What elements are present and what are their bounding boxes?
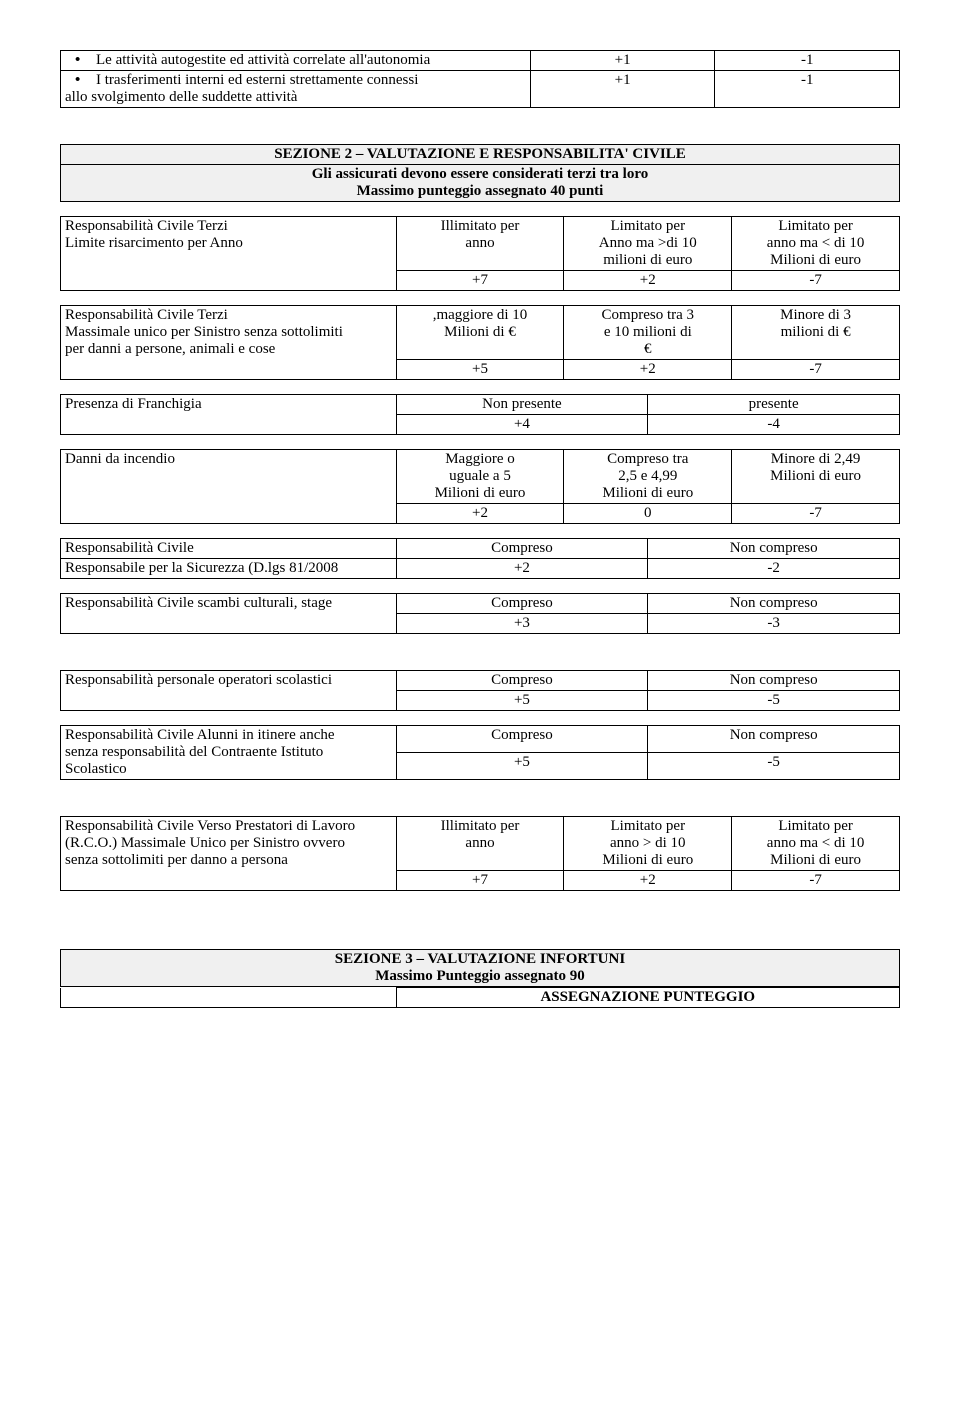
cell: Compreso tra 3e 10 milioni di€ [564,306,732,360]
top-table: Le attività autogestite ed attività corr… [60,50,900,108]
cell: +5 [396,753,648,780]
cell: +3 [396,614,648,634]
cell: Compreso tra2,5 e 4,99Milioni di euro [564,450,732,504]
cell: Compreso [396,671,648,691]
row-label: Responsabilità personale operatori scola… [61,671,397,711]
table-operatori: Responsabilità personale operatori scola… [60,670,900,711]
section-line2: Massimo punteggio assegnato 40 punti [357,183,604,199]
cell: 0 [564,504,732,524]
cell: +2 [396,559,648,579]
row-label: Responsabilità Civile TerziMassimale uni… [61,306,397,380]
cell: ,maggiore di 10Milioni di € [396,306,564,360]
table-rct1: Responsabilità Civile TerziLimite risarc… [60,216,900,291]
row-label: Presenza di Franchigia [61,395,397,435]
row-label: Danni da incendio [61,450,397,524]
table-franchigia: Presenza di Franchigia Non presente pres… [60,394,900,435]
cell: -7 [732,360,900,380]
cell: +7 [396,871,564,891]
cell: -2 [648,559,900,579]
cell: Non presente [396,395,648,415]
cell: +1 [530,51,715,71]
row-label-cont: allo svolgimento delle suddette attività [65,89,297,105]
row-label: I trasferimenti interni ed esterni stret… [65,72,418,88]
cell: +5 [396,360,564,380]
cell: Compreso [396,726,648,753]
row-label: Le attività autogestite ed attività corr… [65,52,430,68]
cell: Compreso [396,594,648,614]
row-label: Responsabile per la Sicurezza (D.lgs 81/… [61,559,397,579]
section-line1: Gli assicurati devono essere considerati… [312,166,648,182]
cell: -5 [648,691,900,711]
cell: -7 [732,871,900,891]
cell: +1 [530,71,715,108]
row-label: Responsabilità Civile scambi culturali, … [61,594,397,634]
table-rct2: Responsabilità Civile TerziMassimale uni… [60,305,900,380]
cell: Non compreso [648,594,900,614]
section3-title: SEZIONE 3 – VALUTAZIONE INFORTUNI [335,951,625,967]
section-title: SEZIONE 2 – VALUTAZIONE E RESPONSABILITA… [61,145,900,165]
empty-cell [61,988,397,1008]
cell: +2 [396,504,564,524]
cell: presente [648,395,900,415]
table-rco: Responsabilità Civile Verso Prestatori d… [60,816,900,891]
table-scambi: Responsabilità Civile scambi culturali, … [60,593,900,634]
cell: Limitato peranno ma < di 10Milioni di eu… [732,817,900,871]
section3-sub: Massimo Punteggio assegnato 90 [375,968,585,984]
section2-header: SEZIONE 2 – VALUTAZIONE E RESPONSABILITA… [60,144,900,202]
cell: +7 [396,271,564,291]
cell: Minore di 2,49Milioni di euro [732,450,900,504]
row-label: Responsabilità Civile Alunni in itinere … [61,726,397,780]
row-label: Responsabilità Civile TerziLimite risarc… [61,217,397,291]
table-danni: Danni da incendio Maggiore ouguale a 5Mi… [60,449,900,524]
cell: Illimitato peranno [396,817,564,871]
cell: Minore di 3milioni di € [732,306,900,360]
cell: Maggiore ouguale a 5Milioni di euro [396,450,564,504]
cell: +2 [564,271,732,291]
cell: -1 [715,51,900,71]
section3-header: SEZIONE 3 – VALUTAZIONE INFORTUNI Massim… [60,949,900,987]
cell: -5 [648,753,900,780]
cell: +2 [564,871,732,891]
cell: Non compreso [648,726,900,753]
cell: Illimitato peranno [396,217,564,271]
cell: Limitato peranno ma < di 10Milioni di eu… [732,217,900,271]
row-label: Responsabilità Civile Verso Prestatori d… [61,817,397,891]
cell: Non compreso [648,539,900,559]
cell: -3 [648,614,900,634]
cell: +5 [396,691,648,711]
cell: -1 [715,71,900,108]
cell: +4 [396,415,648,435]
cell: -4 [648,415,900,435]
cell: Limitato peranno > di 10Milioni di euro [564,817,732,871]
section3-footer: ASSEGNAZIONE PUNTEGGIO [60,987,900,1008]
cell: Compreso [396,539,648,559]
row-label: Responsabilità Civile [61,539,397,559]
cell: -7 [732,271,900,291]
cell: Limitato perAnno ma >di 10milioni di eur… [564,217,732,271]
table-sicurezza: Responsabilità Civile Compreso Non compr… [60,538,900,579]
cell: Non compreso [648,671,900,691]
cell: -7 [732,504,900,524]
table-alunni: Responsabilità Civile Alunni in itinere … [60,725,900,780]
footer-label: ASSEGNAZIONE PUNTEGGIO [396,988,899,1008]
cell: +2 [564,360,732,380]
